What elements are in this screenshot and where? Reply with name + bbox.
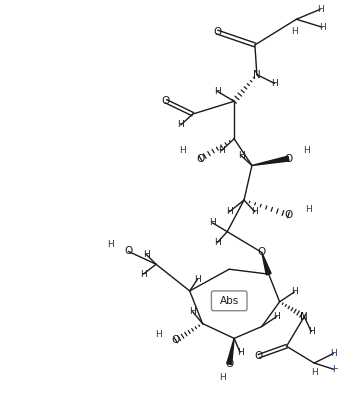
Text: H: H [209, 218, 216, 227]
Text: O: O [258, 247, 266, 257]
Text: H: H [237, 348, 243, 357]
Polygon shape [262, 252, 271, 275]
Text: H: H [305, 205, 312, 214]
Text: H: H [331, 349, 337, 358]
Text: H: H [317, 5, 323, 14]
Text: H: H [291, 27, 298, 36]
Text: O: O [124, 247, 132, 256]
Text: H: H [291, 288, 298, 297]
Text: H: H [251, 207, 258, 216]
Text: O: O [284, 153, 293, 164]
Text: H: H [155, 330, 162, 339]
Text: O: O [225, 359, 233, 369]
Text: H: H [179, 146, 186, 155]
Text: O: O [284, 210, 293, 220]
Text: N: N [253, 70, 261, 80]
Text: H: H [271, 79, 278, 88]
Text: H: H [311, 369, 317, 378]
Text: H: H [189, 307, 196, 316]
Text: H: H [238, 151, 244, 160]
Text: N: N [300, 312, 308, 321]
Text: O: O [255, 351, 263, 361]
Text: H: H [319, 22, 325, 31]
Text: O: O [196, 153, 205, 164]
Text: H: H [194, 274, 201, 283]
Text: O: O [172, 335, 180, 345]
Polygon shape [227, 338, 234, 364]
Text: O: O [213, 27, 221, 37]
Text: H: H [214, 238, 221, 247]
Text: H: H [143, 250, 150, 259]
Text: H: H [218, 146, 225, 155]
Text: H: H [214, 87, 221, 96]
Polygon shape [252, 156, 289, 166]
Text: H: H [308, 327, 315, 336]
Text: H: H [303, 146, 310, 155]
Text: H: H [333, 366, 338, 375]
Text: H: H [140, 270, 147, 279]
Text: Abs: Abs [220, 296, 239, 306]
Text: H: H [107, 240, 114, 249]
Text: H: H [219, 373, 226, 382]
Text: H: H [273, 312, 280, 321]
FancyBboxPatch shape [212, 291, 247, 311]
Text: O: O [162, 96, 170, 106]
Text: H: H [177, 121, 184, 130]
Text: H: H [226, 207, 233, 216]
